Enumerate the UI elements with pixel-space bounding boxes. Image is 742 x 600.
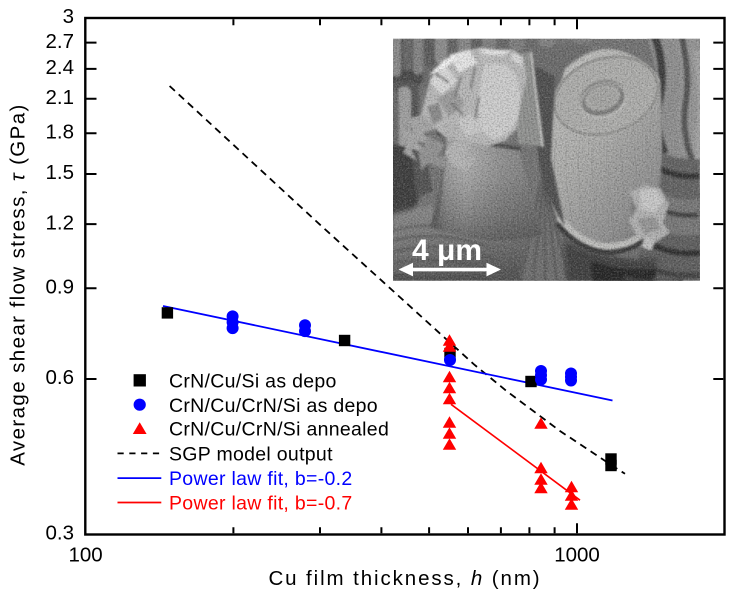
svg-text:0.6: 0.6 bbox=[46, 366, 75, 389]
svg-text:2.4: 2.4 bbox=[46, 56, 75, 79]
svg-text:CrN/Cu/CrN/Si annealed: CrN/Cu/CrN/Si annealed bbox=[169, 419, 389, 441]
svg-text:SGP model output: SGP model output bbox=[169, 444, 333, 466]
svg-text:1.2: 1.2 bbox=[46, 211, 75, 234]
svg-text:4 μm: 4 μm bbox=[412, 234, 482, 267]
svg-text:100: 100 bbox=[68, 543, 102, 566]
svg-text:2.1: 2.1 bbox=[46, 86, 75, 109]
svg-text:Average shear flow stress, τ (: Average shear flow stress, τ (GPa) bbox=[7, 103, 30, 466]
svg-text:0.9: 0.9 bbox=[46, 276, 75, 299]
svg-text:Cu film thickness, h (nm): Cu film thickness, h (nm) bbox=[268, 567, 541, 590]
svg-text:1.8: 1.8 bbox=[46, 121, 75, 144]
svg-text:CrN/Cu/CrN/Si as depo: CrN/Cu/CrN/Si as depo bbox=[169, 395, 378, 417]
svg-text:CrN/Cu/Si as depo: CrN/Cu/Si as depo bbox=[169, 370, 337, 392]
svg-text:Power law fit, b=-0.2: Power law fit, b=-0.2 bbox=[169, 468, 353, 490]
svg-text:1.5: 1.5 bbox=[46, 161, 75, 184]
svg-text:2.7: 2.7 bbox=[46, 30, 75, 53]
svg-text:Power law fit, b=-0.7: Power law fit, b=-0.7 bbox=[169, 493, 353, 515]
svg-text:3: 3 bbox=[63, 5, 74, 28]
svg-text:0.3: 0.3 bbox=[46, 522, 75, 545]
svg-text:1000: 1000 bbox=[554, 543, 600, 566]
